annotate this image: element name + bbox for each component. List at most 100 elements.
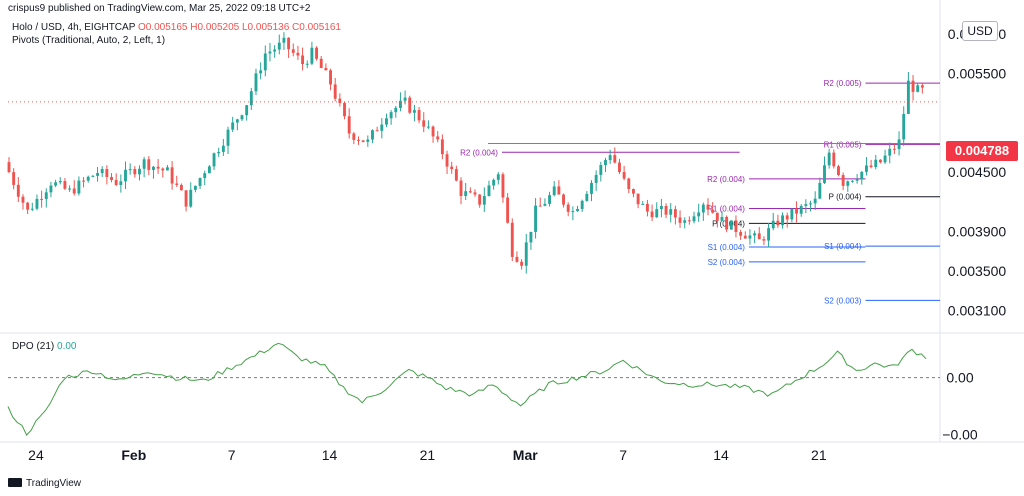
candle-body [189, 189, 193, 207]
candle-body [315, 47, 319, 59]
candle-body [324, 67, 328, 71]
candle-body [841, 175, 845, 186]
candle-body [725, 217, 729, 230]
candle-body [212, 153, 216, 167]
candle-body [389, 112, 393, 119]
candle-body [58, 181, 62, 183]
grid [0, 0, 1024, 443]
pivot-label-s1: S1 (0.004) [824, 242, 862, 251]
candle-body [715, 212, 719, 221]
candle-body [422, 120, 426, 127]
candle-body [604, 160, 607, 166]
candle-body [152, 166, 155, 170]
candle-body [100, 169, 104, 174]
candle-body [245, 105, 249, 116]
candle-body [608, 155, 612, 161]
pivots-legend: Pivots (Traditional, Auto, 2, Left, 1) [12, 35, 166, 46]
time-axis-label: 21 [811, 447, 827, 463]
candle-body [548, 195, 552, 204]
candle-body [799, 205, 803, 214]
candle-body [412, 110, 416, 113]
candle-body [734, 220, 738, 233]
candle-body [711, 209, 715, 213]
candle-body [105, 169, 109, 177]
candle-body [445, 154, 449, 167]
candle-body [426, 126, 430, 128]
candle-body [96, 173, 99, 176]
candle-body [268, 51, 272, 54]
candle-body [235, 119, 239, 123]
candle-body [641, 203, 645, 205]
candle-body [846, 181, 850, 186]
candle-body [664, 205, 668, 215]
candle-body [254, 73, 258, 92]
candle-body [63, 181, 67, 189]
symbol-label: Holo / USD, 4h, EIGHTCAP [12, 22, 136, 33]
tradingview-logo-text: TradingView [26, 478, 82, 489]
candle-body [16, 184, 20, 197]
candle-body [920, 85, 924, 88]
candle-body [231, 122, 235, 130]
dpo-axis-label: −0.00 [942, 426, 978, 442]
candle-body [883, 155, 887, 163]
candle-body [366, 139, 370, 142]
dpo-value: 0.00 [57, 341, 77, 352]
candle-body [809, 203, 812, 205]
candle-body [562, 194, 565, 205]
candle-body [128, 169, 132, 171]
price-axis-label: 0.005500 [948, 65, 1007, 81]
candle-body [916, 85, 920, 92]
candle-body [21, 196, 25, 203]
candle-body [35, 198, 39, 209]
candle-body [226, 129, 230, 146]
candle-body [874, 159, 878, 168]
candle-body [114, 179, 118, 185]
candle-body [431, 126, 435, 137]
candle-body [757, 233, 761, 240]
candle-body [655, 209, 659, 218]
dpo-axis-label: 0.00 [946, 370, 973, 386]
candle-body [198, 178, 202, 186]
candle-body [506, 197, 510, 223]
candle-body [138, 168, 141, 175]
candle-body [697, 212, 701, 217]
price-axis-label: 0.003500 [948, 263, 1007, 279]
candle-body [599, 165, 603, 175]
candle-body [869, 165, 873, 168]
ohlc-close: C0.005161 [292, 22, 341, 33]
candle-body [785, 215, 789, 220]
candle-body [291, 49, 295, 53]
candle-body [743, 235, 747, 239]
candle-body [156, 166, 160, 169]
candle-body [82, 180, 86, 182]
dpo-label: DPO (21) [12, 341, 55, 352]
dpo-line [7, 342, 940, 436]
candle-body [636, 193, 640, 205]
candle-body [193, 185, 197, 190]
pivot-label-r2: R2 (0.005) [824, 79, 862, 88]
candle-body [30, 208, 34, 210]
candle-body [375, 130, 379, 132]
candle-body [543, 203, 547, 206]
candle-body [627, 178, 631, 190]
time-axis-label: 14 [713, 447, 729, 463]
candle-body [832, 152, 836, 167]
candle-body [855, 179, 859, 181]
candle-body [906, 80, 910, 114]
candle-body [263, 53, 267, 71]
candle-body [776, 220, 780, 226]
candle-body [771, 220, 775, 229]
candle-body [86, 176, 90, 181]
candle-body [645, 203, 649, 212]
currency-button[interactable]: USD [962, 21, 998, 41]
symbol-line: Holo / USD, 4h, EIGHTCAP O0.005165 H0.00… [12, 22, 341, 33]
candle-body [580, 200, 584, 209]
candle-body [571, 211, 575, 213]
pivot-label-r2: R2 (0.004) [707, 175, 745, 184]
pivot-label-r2: R2 (0.004) [460, 148, 498, 157]
candle-body [277, 42, 281, 50]
candle-body [142, 159, 146, 169]
candle-body [552, 186, 556, 196]
candle-body [590, 182, 593, 194]
